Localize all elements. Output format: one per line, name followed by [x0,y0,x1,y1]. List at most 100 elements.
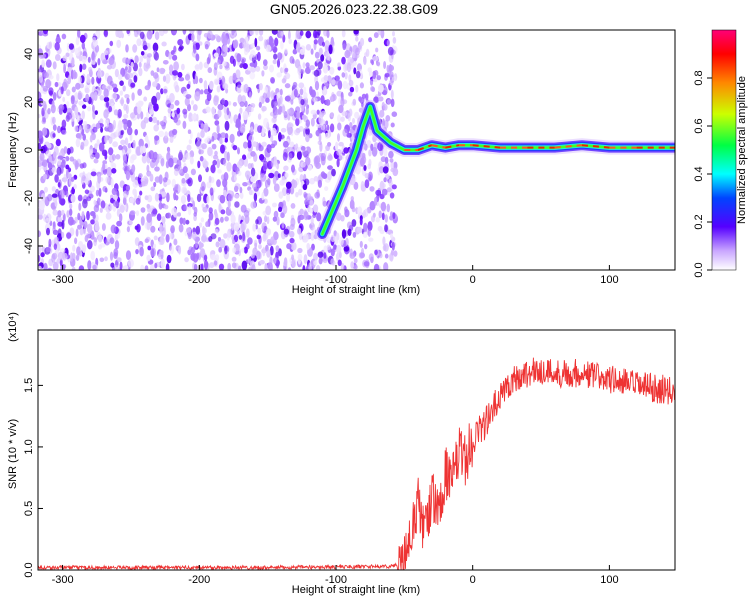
noise-speck [187,205,192,216]
noise-speck [308,262,312,270]
noise-speck [221,137,225,143]
noise-speck [75,36,80,46]
noise-speck [347,112,351,122]
noise-speck [72,244,76,252]
noise-speck [391,111,398,117]
y-tick-label: 0 [23,147,35,153]
noise-speck [258,35,264,42]
noise-speck [205,98,210,106]
noise-speck [278,191,284,199]
noise-speck [58,194,62,205]
noise-speck [208,236,213,242]
noise-speck [190,168,196,176]
noise-speck [220,209,226,215]
noise-speck [262,92,267,99]
noise-speck [272,111,278,119]
noise-speck [290,99,294,105]
noise-speck [373,263,380,270]
noise-speck [349,122,353,128]
noise-speck [219,238,226,249]
noise-speck [341,56,346,65]
noise-speck [194,63,201,72]
noise-speck [169,136,174,144]
noise-speck [108,57,115,66]
noise-speck [152,208,158,215]
noise-speck [52,92,57,101]
chart-title: GN05.2026.023.22.38.G09 [270,1,438,17]
noise-speck [295,30,300,39]
noise-speck [66,42,70,52]
noise-speck [273,210,279,218]
noise-speck [254,30,259,36]
noise-speck [38,214,43,220]
noise-speck [384,253,389,259]
noise-speck [87,260,92,270]
noise-speck [110,177,114,188]
noise-speck [47,108,51,115]
noise-speck [391,241,395,251]
noise-speck [67,75,72,85]
noise-speck [172,54,178,61]
noise-speck [110,262,115,268]
noise-speck [226,206,232,216]
noise-speck [87,56,91,63]
noise-speck [273,53,278,60]
noise-speck [325,51,330,61]
noise-speck [338,141,344,147]
noise-speck [66,112,73,120]
noise-speck [43,262,48,270]
noise-speck [318,133,322,143]
noise-speck [139,31,145,40]
noise-speck [100,200,106,209]
noise-speck [322,41,325,47]
noise-speck [127,143,132,149]
snr-series [38,357,675,570]
noise-speck [344,206,348,213]
noise-speck [184,230,188,237]
noise-speck [207,67,213,74]
noise-speck [310,232,315,241]
noise-speck [145,63,151,69]
noise-speck [288,30,291,40]
noise-speck [359,82,364,89]
noise-speck [227,200,231,208]
noise-speck [283,165,289,171]
noise-speck [352,117,355,124]
noise-speck [320,152,326,162]
noise-speck [57,251,64,261]
noise-speck [187,231,192,240]
noise-speck [57,228,62,237]
noise-speck [199,155,204,162]
noise-speck [77,212,81,221]
signal-peak-segment [445,144,460,149]
noise-speck [146,157,151,164]
noise-speck [141,154,148,164]
noise-speck [126,119,132,128]
noise-speck [303,86,307,95]
spectrogram-y-label: Frequency (Hz) [7,112,19,188]
noise-speck [204,43,209,50]
noise-speck [264,263,268,270]
noise-speck [276,259,280,269]
noise-speck [140,51,145,56]
noise-speck [38,265,42,270]
noise-speck [201,143,207,150]
noise-speck [93,237,98,247]
noise-speck [79,228,84,236]
noise-speck [100,52,106,62]
noise-speck [74,125,79,132]
noise-speck [91,76,95,85]
noise-speck [262,160,269,170]
noise-speck [132,44,138,53]
noise-speck [182,120,187,129]
noise-speck [303,233,309,243]
noise-speck [293,88,298,98]
noise-speck [78,55,83,62]
noise-speck [313,176,319,182]
x-tick-label: 100 [600,274,618,286]
noise-speck [77,92,83,100]
noise-speck [193,214,198,222]
noise-speck [56,258,60,264]
noise-speck [305,127,310,136]
noise-speck [210,164,216,174]
